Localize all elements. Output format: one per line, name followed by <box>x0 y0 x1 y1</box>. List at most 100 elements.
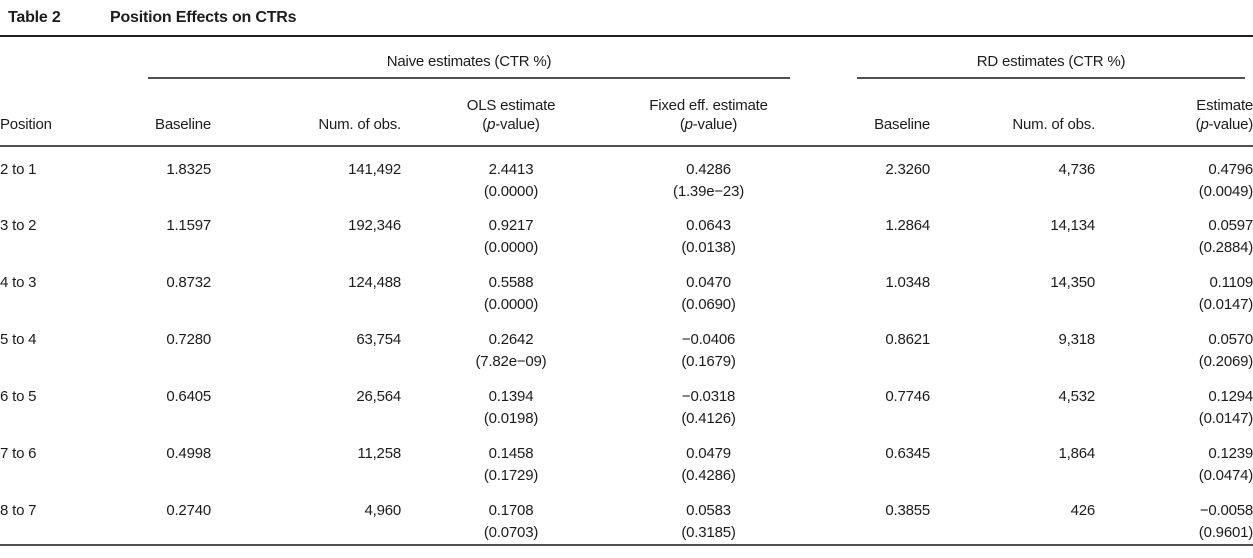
group-spacer <box>0 37 115 79</box>
cell-rd-estimate: 0.1109 (0.0147) <box>1095 260 1253 317</box>
cell-rd-estimate: 0.0597 (0.2884) <box>1095 203 1253 260</box>
cell-rd-obs: 426 <box>930 488 1095 546</box>
pvalue: (0.4286) <box>681 467 736 484</box>
cell-rd-baseline: 0.8621 <box>885 331 931 348</box>
cell-naive-baseline: 0.7280 <box>166 331 211 348</box>
cell-naive-obs: 11,258 <box>357 445 401 462</box>
pvalue: (0.1729) <box>483 467 539 484</box>
pvalue: (0.0138) <box>681 239 736 256</box>
cell-rd-baseline: 1.2864 <box>885 217 931 234</box>
pvalue: (0.3185) <box>681 524 736 541</box>
cell-position: 4 to 3 <box>0 274 37 291</box>
pvalue: (0.0000) <box>483 239 539 256</box>
group-header-naive: Naive estimates (CTR %) <box>148 53 791 79</box>
cell-fixed-eff-estimate: 0.0479 (0.4286) <box>621 431 796 488</box>
pvalue: (0.0198) <box>483 410 539 427</box>
col-header-ols-estimate: OLS estimate (p-value) <box>401 79 621 147</box>
cell-naive-obs: 192,346 <box>348 217 401 234</box>
pvalue: (0.0000) <box>483 183 539 200</box>
cell-ols-estimate: 0.1458 (0.1729) <box>401 431 621 488</box>
pvalue-subheader: (p-value) <box>679 116 738 133</box>
pvalue: (1.39e−23) <box>673 183 745 200</box>
col-header-rd-estimate: Estimate (p-value) <box>1095 79 1253 147</box>
cell-fixed-eff-estimate: −0.0318 (0.4126) <box>621 374 796 431</box>
cell-naive-obs: 26,564 <box>356 388 401 405</box>
cell-rd-estimate: 0.4796 (0.0049) <box>1095 146 1253 203</box>
cell-rd-obs: 14,350 <box>1050 274 1096 291</box>
cell-rd-estimate: 0.1294 (0.0147) <box>1095 374 1253 431</box>
group-header-rd: RD estimates (CTR %) <box>857 53 1246 79</box>
group-naive-cell: Naive estimates (CTR %) <box>115 37 796 79</box>
pvalue: (0.0690) <box>681 296 736 313</box>
pvalue: (0.1679) <box>681 353 736 370</box>
cell-rd-estimate: −0.0058 (0.9601) <box>1095 488 1253 546</box>
column-header-row: Position Baseline Num. of obs. OLS estim… <box>0 79 1253 147</box>
group-header-row: Naive estimates (CTR %) RD estimates (CT… <box>0 37 1253 79</box>
cell-rd-baseline: 0.3855 <box>796 488 930 546</box>
cell-position: 7 to 6 <box>0 445 37 462</box>
cell-naive-obs: 124,488 <box>348 274 401 291</box>
ols-header-line1: OLS estimate <box>466 97 556 114</box>
pvalue: (0.0147) <box>1198 296 1253 313</box>
table-row: 7 to 6 0.4998 11,258 0.1458 (0.1729) 0.04… <box>0 431 1253 488</box>
table-row: 8 to 7 0.2740 4,960 0.1708 (0.0703) 0.058… <box>0 488 1253 546</box>
cell-rd-obs: 4,736 <box>1058 161 1096 178</box>
cell-ols-estimate: 2.4413 (0.0000) <box>401 146 621 203</box>
pvalue: (0.9601) <box>1198 524 1253 541</box>
cell-ols-estimate: 0.9217 (0.0000) <box>401 203 621 260</box>
table-row: 3 to 2 1.1597 192,346 0.9217 (0.0000) 0.0… <box>0 203 1253 260</box>
cell-naive-baseline: 1.8325 <box>166 161 211 178</box>
pvalue: (0.2884) <box>1198 239 1253 256</box>
table-row: 4 to 3 0.8732 124,488 0.5588 (0.0000) 0.0… <box>0 260 1253 317</box>
cell-rd-estimate: 0.0570 (0.2069) <box>1095 317 1253 374</box>
cell-position: 2 to 1 <box>0 161 37 178</box>
cell-naive-obs: 141,492 <box>348 161 401 178</box>
fixed-header-line1: Fixed eff. estimate <box>649 97 768 114</box>
pvalue: (0.0049) <box>1198 183 1253 200</box>
pvalue-subheader: (p-value) <box>482 116 540 133</box>
cell-rd-baseline: 0.6345 <box>885 445 931 462</box>
col-header-position: Position <box>0 79 115 147</box>
col-header-rd-obs: Num. of obs. <box>930 79 1095 147</box>
pvalue: (0.0147) <box>1198 410 1253 427</box>
col-header-rd-baseline: Baseline <box>796 79 930 147</box>
cell-naive-baseline: 0.4998 <box>166 445 211 462</box>
cell-position: 3 to 2 <box>0 217 37 234</box>
table-caption: Table 2 Position Effects on CTRs <box>0 0 1253 37</box>
cell-naive-baseline: 1.1597 <box>166 217 211 234</box>
pvalue-subheader: (p-value) <box>1195 116 1253 133</box>
table-row: 6 to 5 0.6405 26,564 0.1394 (0.0198) −0.0… <box>0 374 1253 431</box>
cell-rd-obs: 1,864 <box>1058 445 1096 462</box>
cell-rd-obs: 14,134 <box>1050 217 1096 234</box>
pvalue: (0.2069) <box>1198 353 1253 370</box>
cell-fixed-eff-estimate: 0.0583 (0.3185) <box>621 488 797 546</box>
cell-ols-estimate: 0.1394 (0.0198) <box>401 374 621 431</box>
cell-rd-baseline: 2.3260 <box>885 161 931 178</box>
cell-fixed-eff-estimate: 0.4286 (1.39e−23) <box>621 146 796 203</box>
cell-rd-obs: 4,532 <box>1058 388 1096 405</box>
col-header-naive-obs: Num. of obs. <box>211 79 401 147</box>
cell-fixed-eff-estimate: 0.0643 (0.0138) <box>621 203 796 260</box>
pvalue: (0.0703) <box>483 524 539 541</box>
pvalue: (0.4126) <box>681 410 736 427</box>
position-effects-table: Naive estimates (CTR %) RD estimates (CT… <box>0 37 1253 546</box>
cell-naive-obs: 63,754 <box>356 331 401 348</box>
cell-fixed-eff-estimate: 0.0470 (0.0690) <box>621 260 796 317</box>
cell-naive-baseline: 0.6405 <box>166 388 211 405</box>
pvalue: (0.0474) <box>1198 467 1253 484</box>
cell-position: 5 to 4 <box>0 331 37 348</box>
cell-naive-obs: 4,960 <box>211 488 401 546</box>
cell-naive-baseline: 0.2740 <box>115 488 211 546</box>
estimate-header-line1: Estimate <box>1196 97 1253 114</box>
table-row: 5 to 4 0.7280 63,754 0.2642 (7.82e−09) −0… <box>0 317 1253 374</box>
cell-position: 6 to 5 <box>0 388 37 405</box>
cell-position: 8 to 7 <box>0 488 115 546</box>
cell-naive-baseline: 0.8732 <box>166 274 211 291</box>
cell-rd-baseline: 0.7746 <box>885 388 931 405</box>
col-header-naive-baseline: Baseline <box>115 79 211 147</box>
pvalue: (7.82e−09) <box>475 353 547 370</box>
group-rd-cell: RD estimates (CTR %) <box>796 37 1253 79</box>
cell-ols-estimate: 0.2642 (7.82e−09) <box>401 317 621 374</box>
table-row: 2 to 1 1.8325 141,492 2.4413 (0.0000) 0.4… <box>0 146 1253 203</box>
